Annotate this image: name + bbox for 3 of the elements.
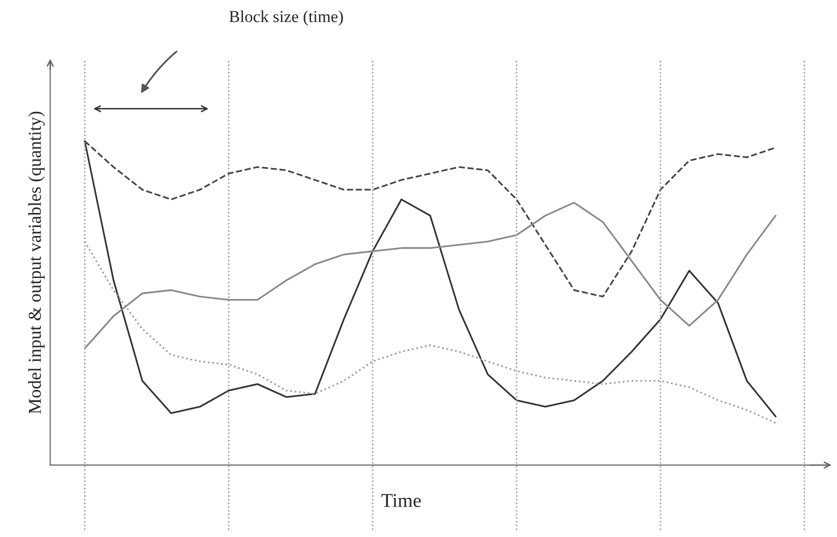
y-axis-title: Model input & output variables (quantity) (28, 112, 45, 414)
text: Block size (time) (229, 10, 343, 26)
x-axis-title: Time (381, 494, 421, 508)
